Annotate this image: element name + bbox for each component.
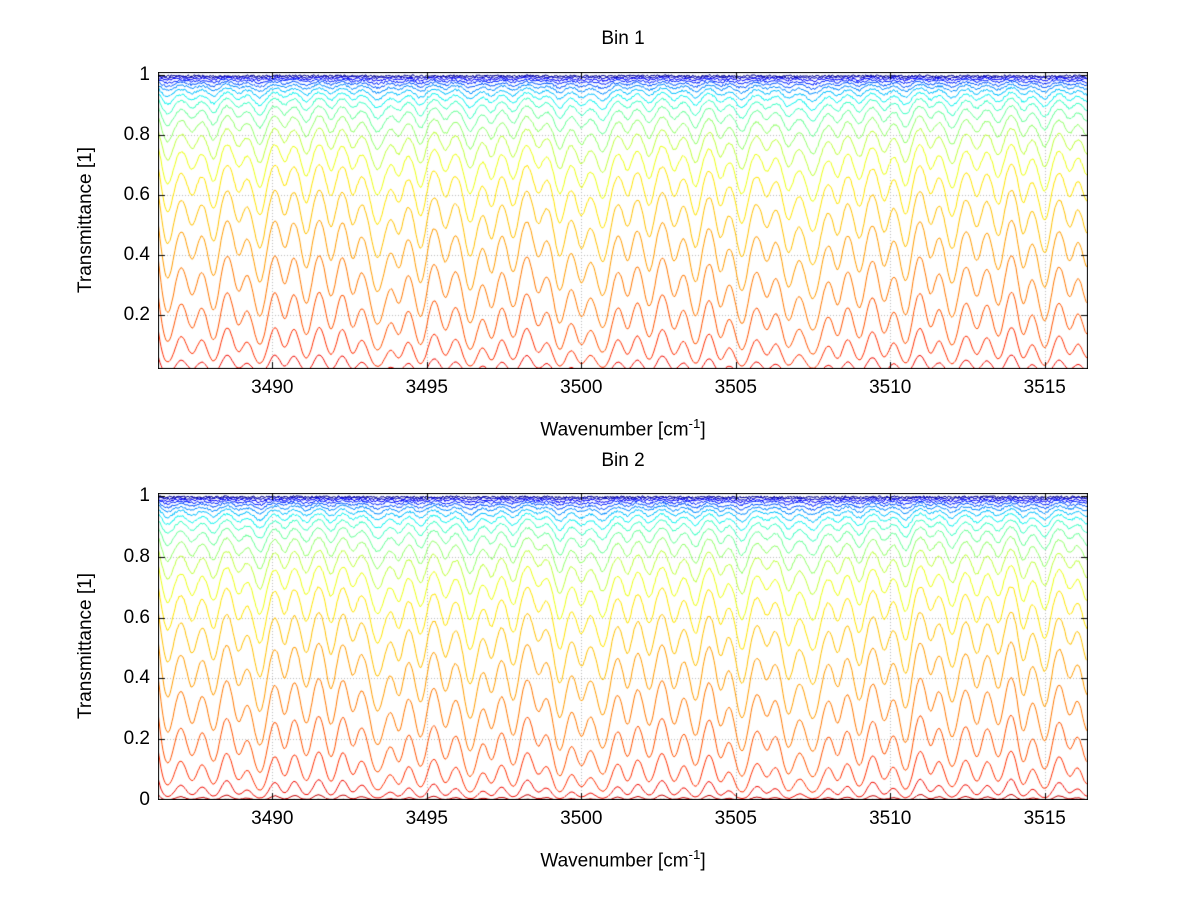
y-tick-label: 0.6 — [123, 184, 150, 205]
x-tick-label: 3500 — [560, 808, 603, 829]
x-tick-label: 3490 — [251, 377, 294, 398]
y-tick-label: 0.2 — [123, 728, 150, 750]
x-axis-label-superscript: -1 — [688, 416, 701, 431]
x-tick-label: 3500 — [560, 377, 603, 398]
x-axis-label-bin2: Wavenumber [cm-1] — [158, 847, 1088, 872]
x-axis-label-text: Wavenumber [cm — [540, 419, 689, 441]
y-tick-label: 1 — [139, 485, 150, 507]
y-tick-label: 1 — [139, 64, 150, 85]
x-axis-label-text: ] — [700, 419, 706, 441]
y-tick-label: 0 — [139, 789, 150, 810]
x-tick-label: 3515 — [1023, 377, 1066, 398]
y-tick-label: 0.2 — [123, 304, 150, 325]
bin2-plot-area — [158, 493, 1088, 800]
x-axis-label-text: ] — [700, 850, 706, 872]
x-axis-label-superscript: -1 — [688, 847, 701, 862]
plot-title-bin1: Bin 1 — [601, 28, 645, 49]
plot-title-bin2: Bin 2 — [601, 450, 645, 471]
y-tick-label: 0.6 — [123, 606, 150, 628]
x-tick-label: 3515 — [1023, 808, 1066, 829]
bin1-plot-area — [158, 72, 1088, 369]
x-axis-label-text: Wavenumber [cm — [540, 850, 689, 872]
y-tick-label: 0.4 — [123, 244, 150, 265]
y-axis-label-bin2: Transmittance [1] — [75, 572, 96, 720]
x-tick-label: 3505 — [714, 808, 757, 829]
x-tick-label: 3505 — [714, 377, 757, 398]
y-tick-label: 0.4 — [123, 667, 150, 689]
x-tick-label: 3495 — [405, 377, 448, 398]
y-axis-label-bin1: Transmittance [1] — [75, 146, 96, 294]
y-tick-label: 0.8 — [123, 545, 150, 567]
y-tick-label: 0.8 — [123, 124, 150, 145]
x-tick-label: 3510 — [869, 377, 912, 398]
x-tick-label: 3510 — [869, 808, 912, 829]
x-axis-label-bin1: Wavenumber [cm-1] — [158, 416, 1088, 441]
x-tick-label: 3490 — [251, 808, 294, 829]
x-tick-label: 3495 — [405, 808, 448, 829]
